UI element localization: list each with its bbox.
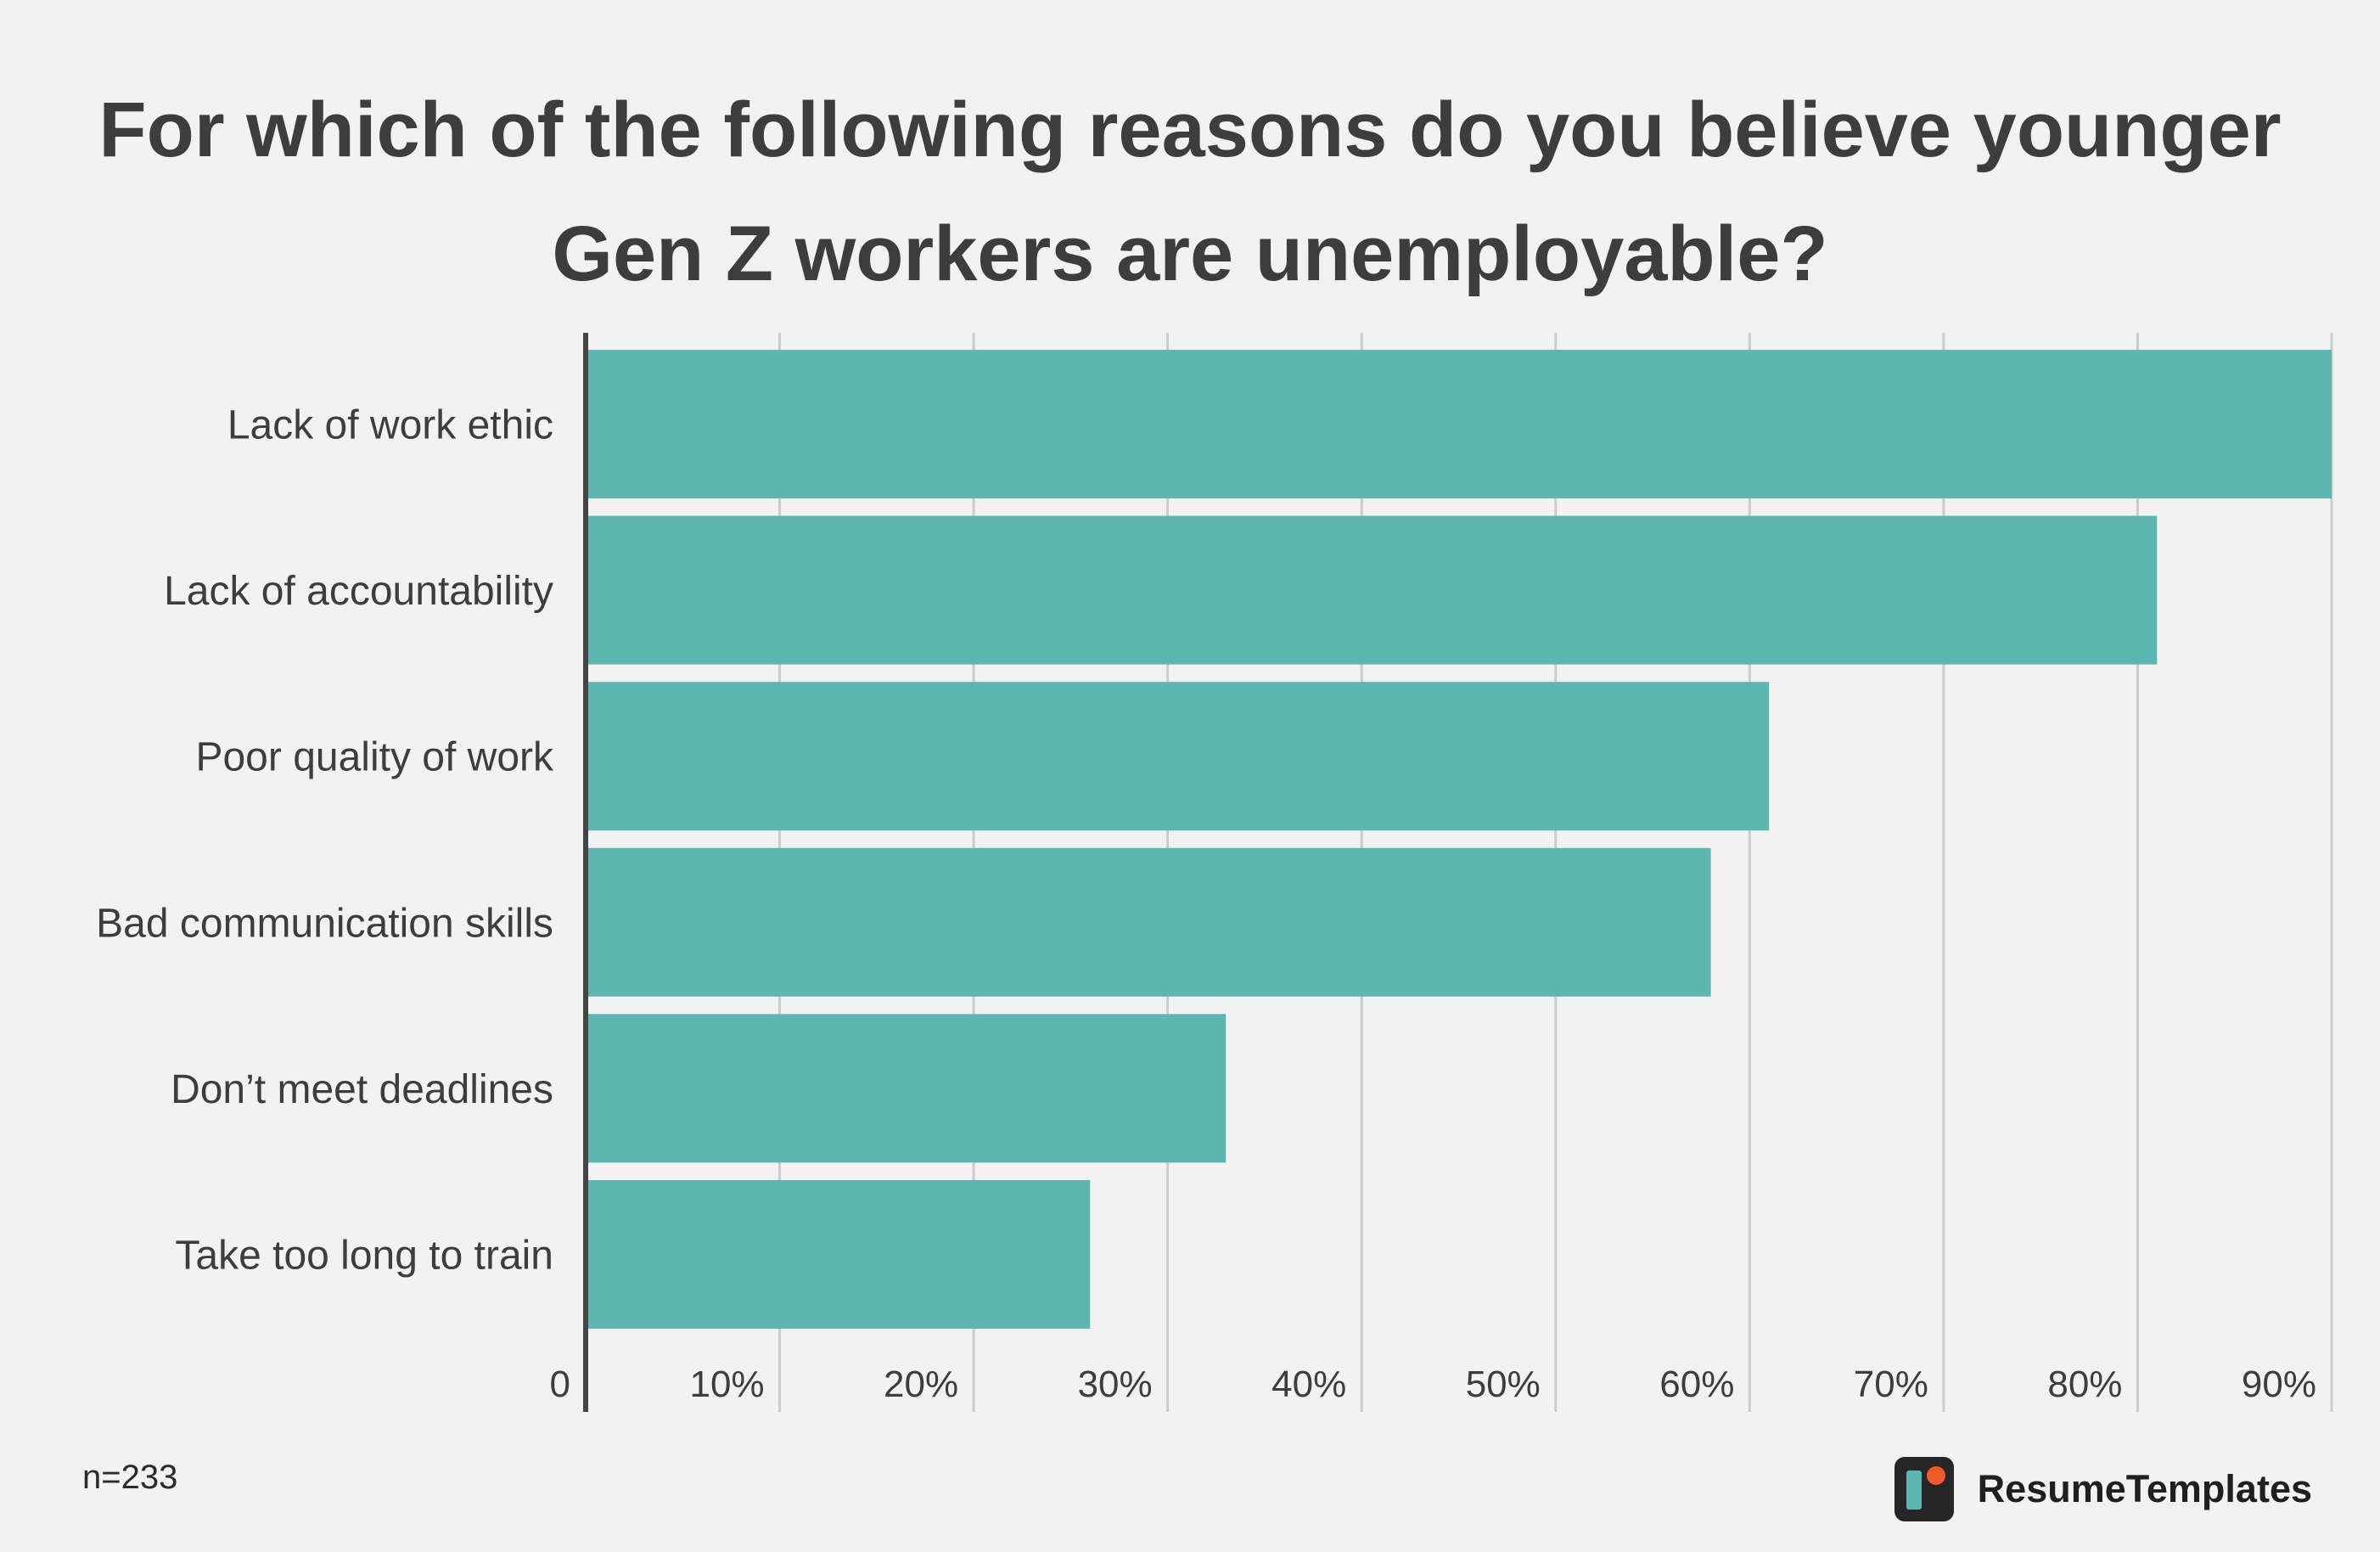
x-tick-label: 90% [2242,1364,2316,1405]
x-tick-label: 80% [2047,1364,2122,1405]
category-label: Lack of work ethic [227,403,553,448]
x-tick-label: 30% [1078,1364,1153,1405]
chart-title: For which of the following reasons do yo… [98,87,2282,297]
x-tick-label: 0 [550,1364,570,1405]
bar [586,1014,1226,1163]
bar [586,682,1770,831]
x-tick-label: 70% [1854,1364,1928,1405]
x-tick-label: 40% [1271,1364,1346,1405]
x-tick-label: 60% [1659,1364,1734,1405]
bar [586,515,2158,665]
x-tick-label: 50% [1466,1364,1541,1405]
category-label: Lack of accountability [164,569,553,614]
category-label: Poor quality of work [195,735,554,780]
brand-name: ResumeTemplates [1977,1467,2312,1510]
x-tick-label: 10% [689,1364,764,1405]
x-tick-label: 20% [884,1364,958,1405]
bar [586,1180,1091,1329]
brand-logo-group: ResumeTemplates [1894,1457,2312,1521]
x-tick-labels: 0 10% 20% 30% 40% 50% 60% 70% 80% 90% [550,1364,2316,1405]
bar [586,847,1711,997]
category-labels: Lack of work ethic Lack of accountability… [96,403,554,1279]
bar [586,350,2332,498]
category-label: Take too long to train [175,1234,553,1279]
sample-size-note: n=233 [82,1459,178,1496]
resumetemplates-logo-icon [1894,1457,1954,1521]
bars [586,350,2332,1329]
category-label: Bad communication skills [96,901,553,946]
category-label: Don’t meet deadlines [171,1067,553,1112]
